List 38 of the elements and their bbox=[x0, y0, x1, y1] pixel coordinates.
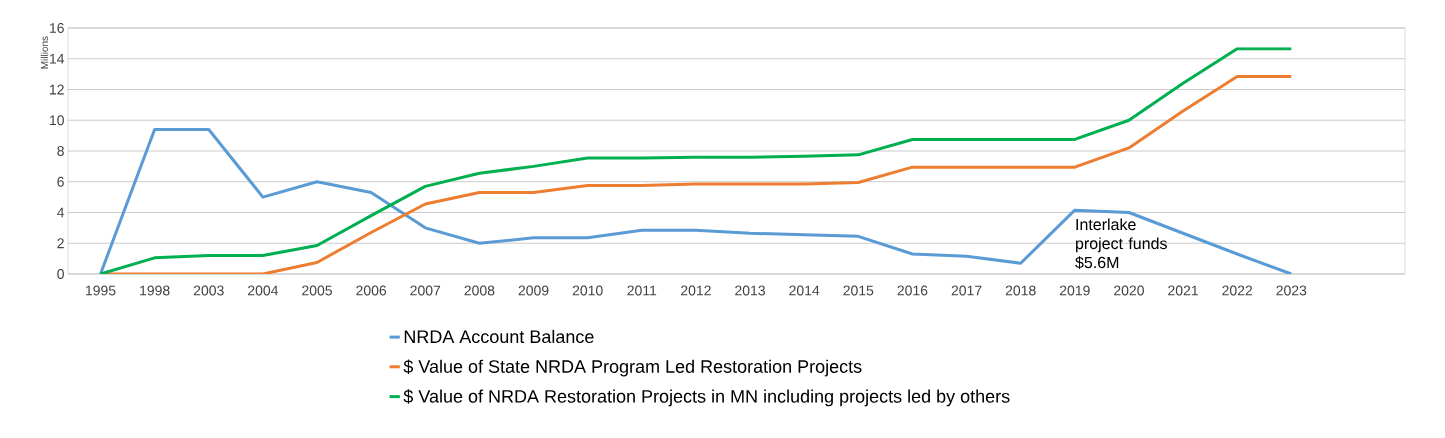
x-tick-label: 2003 bbox=[193, 285, 224, 296]
x-tick-label: 2011 bbox=[627, 285, 657, 296]
y-axis-title: Millions bbox=[40, 36, 49, 69]
x-tick-label: 2012 bbox=[681, 285, 711, 296]
y-tick-label: 2 bbox=[57, 238, 64, 249]
x-tick-label: 2007 bbox=[410, 285, 441, 296]
y-tick-label: 16 bbox=[49, 23, 64, 33]
x-tick-label: 2022 bbox=[1222, 285, 1253, 296]
x-tick-label: 1998 bbox=[140, 285, 170, 296]
line-series bbox=[98, 127, 1293, 274]
x-tick-label: 1995 bbox=[85, 285, 116, 296]
y-tick-label: 10 bbox=[49, 115, 64, 126]
x-tick-label: 2020 bbox=[1114, 285, 1144, 296]
x-tick-label: 2014 bbox=[789, 285, 820, 296]
y-tick-label: 4 bbox=[57, 207, 65, 218]
x-tick-label: 2021 bbox=[1168, 285, 1198, 296]
y-tick-label: 12 bbox=[49, 84, 64, 95]
x-tick-label: 2004 bbox=[248, 285, 279, 296]
x-tick-label: 2008 bbox=[464, 285, 495, 296]
y-tick-label: 14 bbox=[49, 53, 65, 64]
x-tick-label: 2017 bbox=[951, 285, 982, 296]
x-tick-label: 2015 bbox=[843, 285, 874, 296]
annotation: Interlake project funds $5.6M bbox=[1075, 218, 1167, 270]
x-tick-label: 2013 bbox=[735, 285, 765, 296]
legend-label: NRDA Account Balance bbox=[404, 329, 594, 344]
y-tick-label: 6 bbox=[57, 176, 64, 187]
legend-label: $ Value of State NRDA Program Led Restoration Projects bbox=[403, 359, 862, 377]
x-tick-label: 2010 bbox=[572, 285, 603, 296]
x-tick-label: 2005 bbox=[302, 285, 332, 296]
x-tick-label: 2016 bbox=[897, 285, 928, 296]
y-tick-label: 0 bbox=[57, 269, 64, 279]
x-tick-label: 2023 bbox=[1276, 285, 1307, 296]
x-tick-label: 2019 bbox=[1059, 285, 1090, 296]
legend-label: $ Value of NRDA Restoration Projects in MN including projects led by others bbox=[403, 389, 1010, 407]
y-tick-label: 8 bbox=[57, 146, 64, 156]
x-tick-label: 2018 bbox=[1005, 285, 1036, 296]
x-tick-label: 2009 bbox=[518, 285, 549, 296]
x-tick-label: 2006 bbox=[356, 285, 387, 296]
